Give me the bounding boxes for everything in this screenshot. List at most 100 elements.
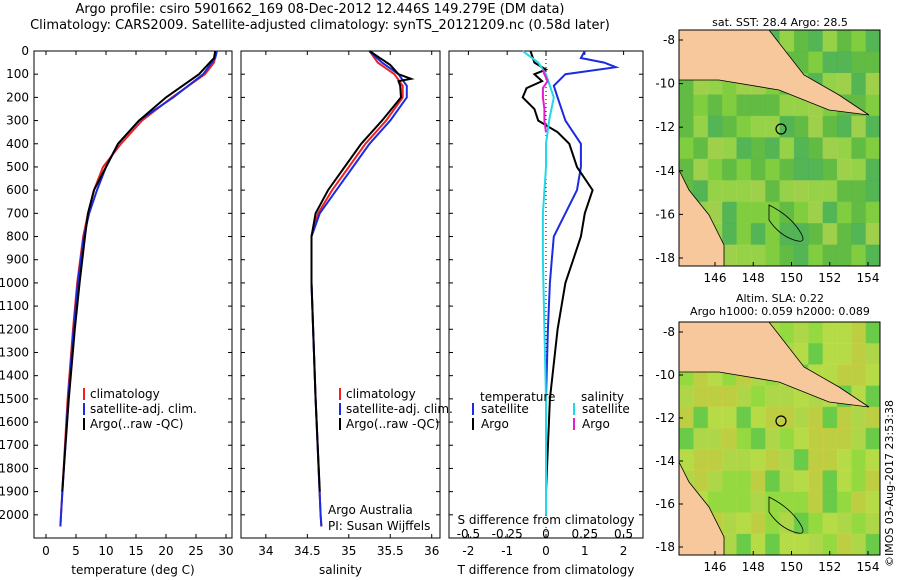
map-field-cell [779,491,795,514]
map-lat-label: -18 [655,251,675,265]
map-field-cell [765,201,780,224]
map-field-cell [765,223,780,246]
x-axis-label: T difference from climatology [457,563,635,577]
map-field-cell [722,201,737,224]
map-field-cell [793,322,809,344]
map-field-cell [736,427,752,450]
map-field-cell [808,137,824,160]
map-field-cell [765,180,780,203]
y-tick-label: 1300 [0,345,29,359]
map-field-cell [836,115,852,138]
map-field-cell [793,201,809,224]
legend-label: satellite [481,402,529,416]
map-field-cell [722,223,737,246]
map-field-cell [865,244,881,267]
map-field-cell [851,72,867,95]
y-tick-label: 0 [21,44,29,58]
map-field-cell [736,158,752,181]
x-tick-label: -1 [501,544,513,558]
map-field-cell [808,30,824,52]
map-field-cell [836,427,852,450]
map-field-cell [707,427,723,450]
map-1 [678,29,881,267]
map-field-cell [836,449,852,471]
sst-map-label: sat. SST: 28.4 Argo: 28.5 [712,16,848,29]
plot-title-line2: Climatology: CARS2009. Satellite-adjuste… [30,18,610,33]
map-field-cell [822,180,838,203]
map-field-cell [822,51,838,74]
map-field-cell [808,223,824,246]
map-lon-label: 152 [818,271,841,285]
y-tick-label: 200 [6,90,29,104]
series-line-temperature-satellite [545,50,620,515]
map-field-cell [851,427,867,450]
x-tick-label: 10 [98,544,113,558]
map-field-cell [679,449,694,471]
map-field-cell [707,449,723,471]
map-field-cell [779,137,795,160]
map-field-cell [750,137,766,160]
x-tick-label-salinity: -0.5 [457,527,480,541]
map-field-cell [722,137,737,160]
map-field-cell [822,322,838,344]
panel-frame-0 [33,50,233,539]
map-field-cell [865,115,881,138]
map-field-cell [750,244,766,267]
map-field-cell [851,51,867,74]
legend-label: Argo [582,417,610,431]
map-field-cell [822,30,838,52]
map-field-cell [865,94,881,117]
legend-label: Argo(..raw -QC) [90,417,183,431]
map-field-cell [793,180,809,203]
series-line-temperature-argo [521,50,594,492]
sla-map-label-line1: Altim. SLA: 0.22 [735,292,825,305]
map-field-cell [851,533,867,556]
map-field-cell [707,180,723,203]
map-field-cell [736,137,752,160]
map-field-cell [750,406,766,429]
map-field-cell [836,158,852,181]
map-field-cell [808,51,824,74]
map-field-cell [865,158,881,181]
sla-map-label-line2: Argo h1000: 0.059 h2000: 0.089 [690,305,870,318]
x-tick-label: 34.5 [294,544,321,558]
map-field-cell [707,385,723,408]
y-tick-label: 2000 [0,508,29,522]
map-lat-label: -14 [655,164,675,178]
y-tick-label: 400 [6,137,29,151]
map-field-cell [722,449,737,471]
copyright-stamp: ©IMOS 03-Aug-2017 23:53:38 [883,400,896,567]
map-field-cell [851,322,867,344]
series-line-salinity-argo [541,69,549,133]
map-field-cell [836,72,852,95]
map-field-cell [750,223,766,246]
y-tick-label: 800 [6,230,29,244]
reef-contour [768,204,804,242]
map-lat-label: -10 [655,77,675,91]
legend-label: Argo(..raw -QC) [346,417,439,431]
map-field-cell [707,158,723,181]
map-field-cell [779,406,795,429]
map-lat-label: -8 [663,33,675,47]
map-field-cell [750,385,766,408]
map-field-cell [851,470,867,492]
map-field-cell [765,533,780,556]
map-field-cell [779,244,795,267]
map-lon-label: 146 [704,560,727,574]
map-field-cell [707,470,723,492]
x-tick-label: 34 [258,544,273,558]
map-field-cell [722,180,737,203]
map-field-cell [822,449,838,471]
map-field-cell [779,322,795,344]
map-field-cell [836,137,852,160]
map-field-cell [679,158,694,181]
map-field-cell [822,244,838,267]
map-field-cell [865,406,881,429]
map-field-cell [693,158,709,181]
map-field-cell [779,512,795,535]
annotation-argo-australia: Argo Australia [328,503,413,517]
map-field-cell [693,137,709,160]
map-field-cell [808,406,824,429]
y-tick-label: 1500 [0,392,29,406]
